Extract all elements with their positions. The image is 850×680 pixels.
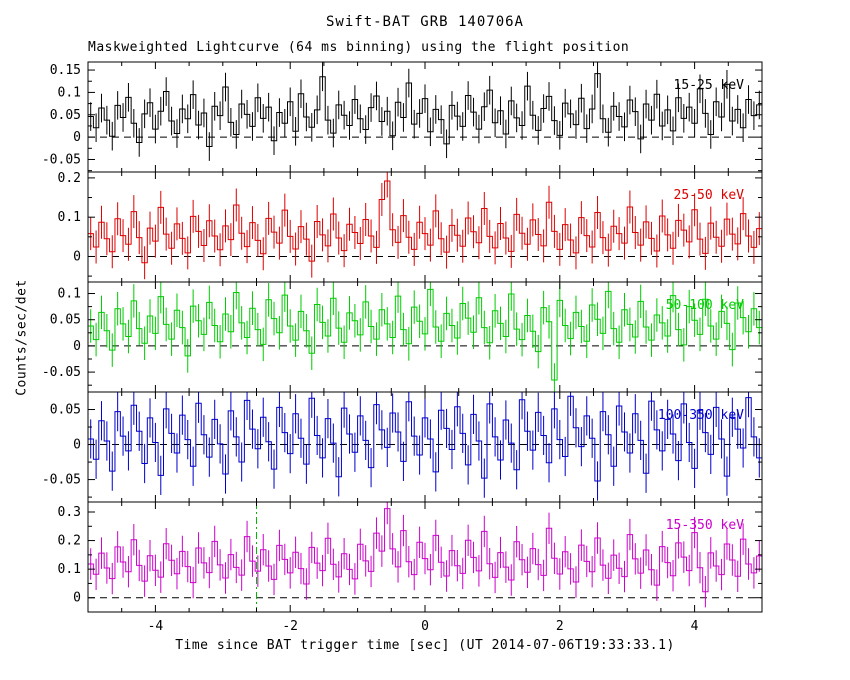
y-tick-label: 0.2 xyxy=(58,534,81,549)
energy-band-label: 50-100 keV xyxy=(666,298,744,313)
x-tick-label: 2 xyxy=(556,619,564,634)
error-bars xyxy=(90,502,760,608)
y-tick-label: 0.2 xyxy=(58,171,81,186)
y-tick-label: -0.05 xyxy=(42,152,81,167)
energy-band-label: 25-50 keV xyxy=(674,188,745,203)
y-tick-label: 0.3 xyxy=(58,505,81,520)
y-tick-label: 0.05 xyxy=(50,403,81,418)
energy-band-label: 15-350 keV xyxy=(666,518,744,533)
error-bars xyxy=(90,172,760,280)
y-tick-label: 0.05 xyxy=(50,108,81,123)
y-tick-label: 0.1 xyxy=(58,287,81,302)
y-tick-label: 0 xyxy=(73,438,81,453)
y-tick-label: 0 xyxy=(73,339,81,354)
y-tick-label: 0 xyxy=(73,591,81,606)
error-bars xyxy=(90,392,760,501)
y-tick-label: -0.05 xyxy=(42,365,81,380)
y-tick-label: 0.15 xyxy=(50,63,81,78)
y-tick-label: 0.1 xyxy=(58,562,81,577)
y-tick-label: 0.1 xyxy=(58,210,81,225)
y-tick-label: 0.05 xyxy=(50,313,81,328)
y-tick-label: 0 xyxy=(73,249,81,264)
chart-title: Swift-BAT GRB 140706A xyxy=(325,14,524,30)
panel-border xyxy=(87,61,763,173)
x-tick-label: -4 xyxy=(148,619,164,634)
x-tick-label: -2 xyxy=(282,619,298,634)
x-tick-label: 0 xyxy=(421,619,429,634)
error-bars xyxy=(90,62,760,161)
error-bars xyxy=(90,282,760,392)
x-tick-label: 4 xyxy=(691,619,699,634)
x-axis-label: Time since BAT trigger time [sec] (UT 20… xyxy=(175,638,675,653)
y-tick-label: 0.1 xyxy=(58,85,81,100)
energy-band-label: 15-25 keV xyxy=(674,78,745,93)
y-tick-label: -0.05 xyxy=(42,473,81,488)
chart-subtitle: Maskweighted Lightcurve (64 ms binning) … xyxy=(88,40,630,55)
energy-band-label: 100-350 keV xyxy=(658,408,744,423)
y-tick-label: 0 xyxy=(73,130,81,145)
